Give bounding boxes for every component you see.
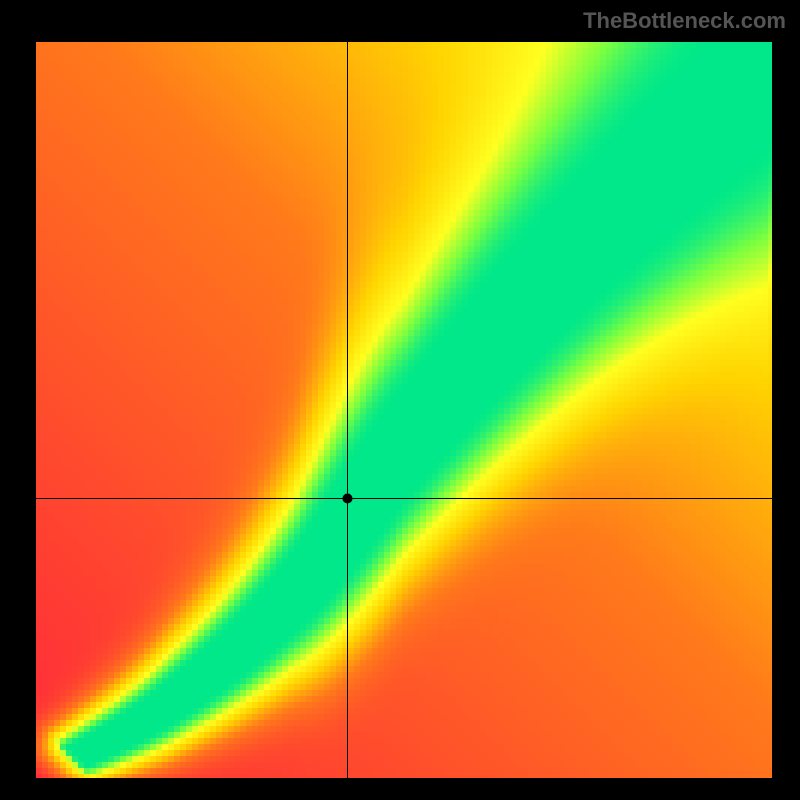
watermark-text: TheBottleneck.com [583, 8, 786, 34]
bottleneck-heatmap-canvas [36, 42, 772, 778]
chart-container: TheBottleneck.com [0, 0, 800, 800]
